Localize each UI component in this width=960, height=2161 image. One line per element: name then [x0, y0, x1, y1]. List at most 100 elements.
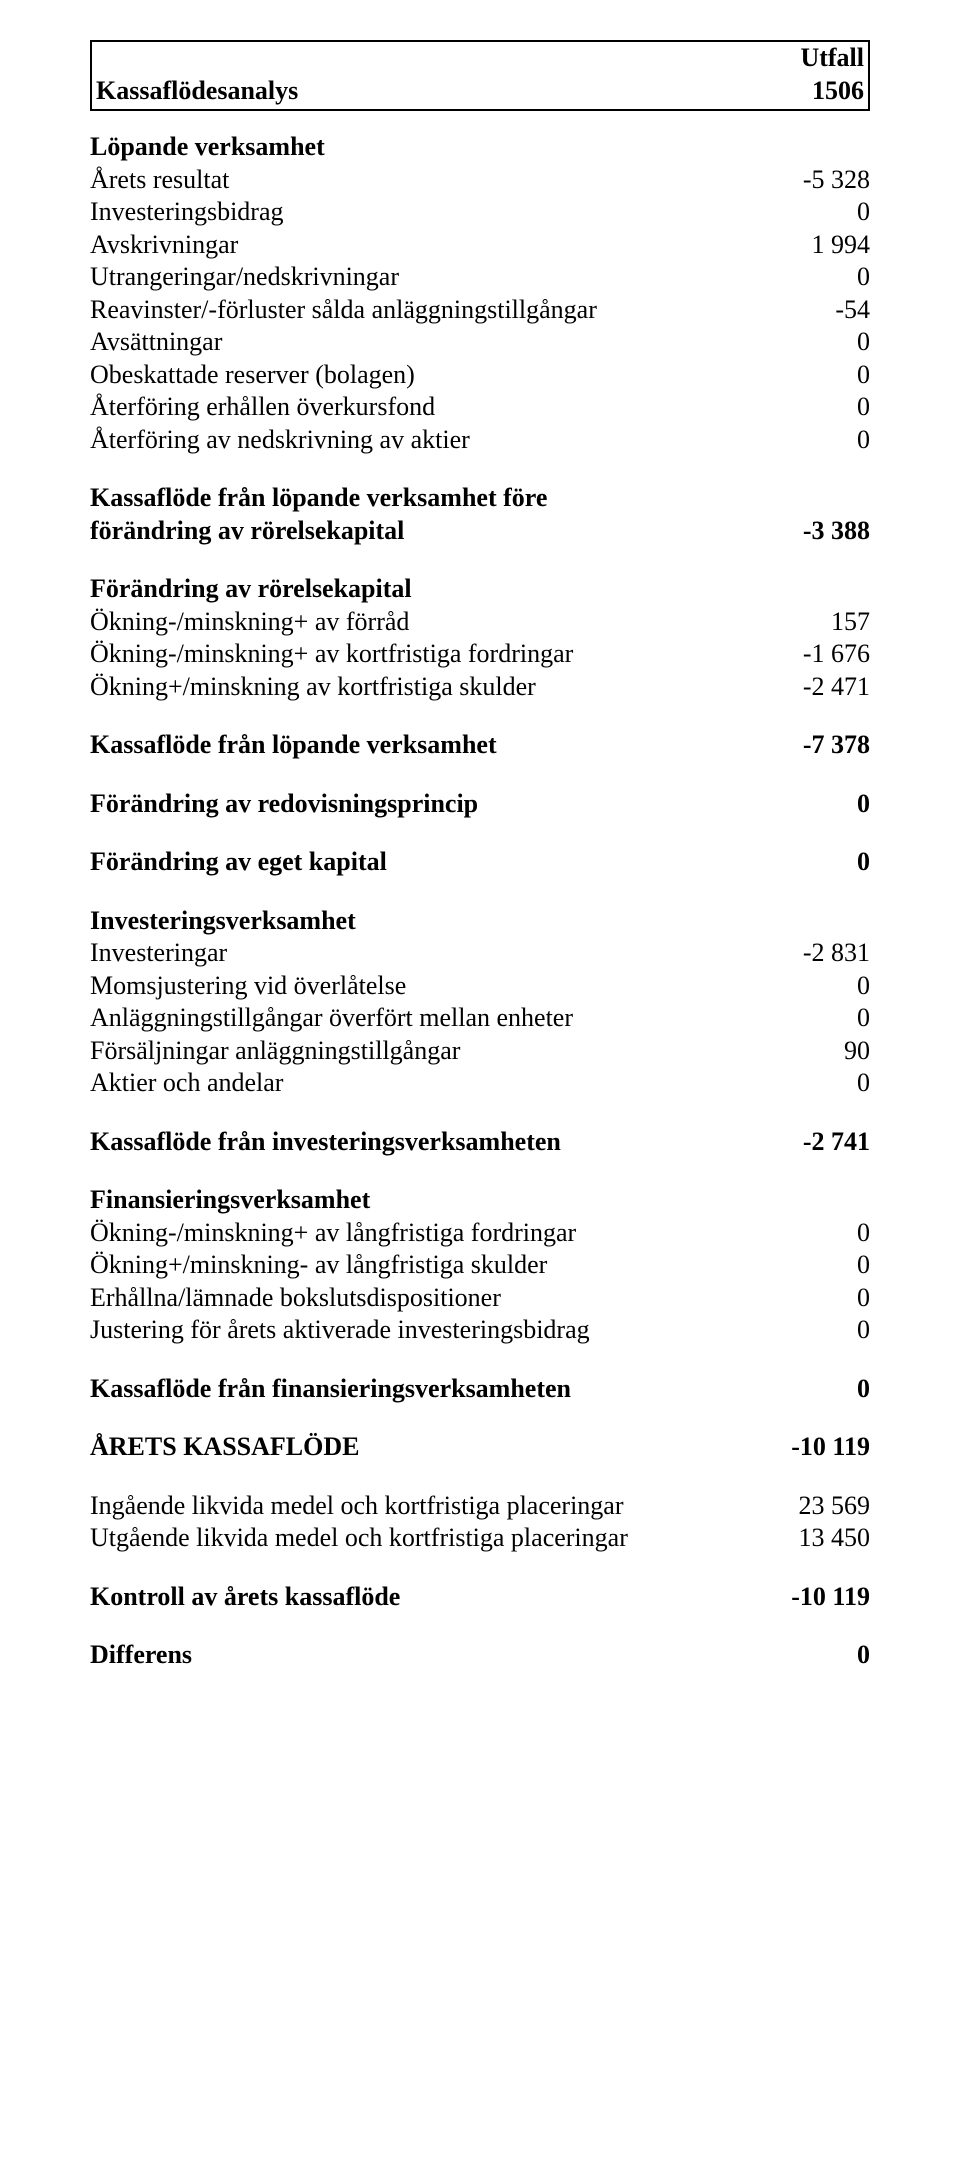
row-label: Reavinster/-förluster sålda anläggningst… — [90, 294, 835, 327]
table-row: Investeringar-2 831 — [90, 937, 870, 970]
row-value: 23 569 — [799, 1490, 871, 1523]
subtotal-label: Differens — [90, 1639, 857, 1672]
row-label: Utrangeringar/nedskrivningar — [90, 261, 857, 294]
table-row: Justering för årets aktiverade investeri… — [90, 1314, 870, 1347]
row-label: Investeringsbidrag — [90, 196, 857, 229]
section-heading: Löpande verksamhet — [90, 131, 870, 164]
table-row: Reavinster/-förluster sålda anläggningst… — [90, 294, 870, 327]
table-row: Ökning+/minskning av kortfristiga skulde… — [90, 671, 870, 704]
subtotal-value: 0 — [857, 1373, 870, 1406]
row-label: Återföring erhållen överkursfond — [90, 391, 857, 424]
subtotal-label-line1: Kassaflöde från löpande verksamhet före — [90, 482, 870, 515]
table-row: Avskrivningar1 994 — [90, 229, 870, 262]
row-value: 0 — [857, 424, 870, 457]
table-row: Obeskattade reserver (bolagen)0 — [90, 359, 870, 392]
table-row: Ökning-/minskning+ av långfristiga fordr… — [90, 1217, 870, 1250]
subtotal-value: -10 119 — [791, 1581, 870, 1614]
row-label: Årets resultat — [90, 164, 803, 197]
table-row: Ökning-/minskning+ av kortfristiga fordr… — [90, 638, 870, 671]
row-label: Erhållna/lämnade bokslutsdispositioner — [90, 1282, 857, 1315]
row-label: Anläggningstillgångar överfört mellan en… — [90, 1002, 857, 1035]
subtotal-row: förändring av rörelsekapital -3 388 — [90, 515, 870, 548]
row-value: 1 994 — [812, 229, 871, 262]
subtotal-row: Kassaflöde från investeringsverksamheten… — [90, 1126, 870, 1159]
subtotal-row: Förändring av eget kapital0 — [90, 846, 870, 879]
row-label: Investeringar — [90, 937, 803, 970]
row-label: Återföring av nedskrivning av aktier — [90, 424, 857, 457]
subtotal-label: Kassaflöde från investeringsverksamheten — [90, 1126, 803, 1159]
table-row: Anläggningstillgångar överfört mellan en… — [90, 1002, 870, 1035]
row-label: Momsjustering vid överlåtelse — [90, 970, 857, 1003]
row-label: Ökning+/minskning av kortfristiga skulde… — [90, 671, 803, 704]
subtotal-label: Kontroll av årets kassaflöde — [90, 1581, 791, 1614]
header-box: Utfall Kassaflödesanalys 1506 — [90, 40, 870, 111]
total-row: ÅRETS KASSAFLÖDE-10 119 — [90, 1431, 870, 1464]
subtotal-row: Differens0 — [90, 1639, 870, 1672]
row-value: 13 450 — [799, 1522, 871, 1555]
row-label: Aktier och andelar — [90, 1067, 857, 1100]
table-row: Ökning-/minskning+ av förråd157 — [90, 606, 870, 639]
row-value: -1 676 — [803, 638, 870, 671]
subtotal-row: Kontroll av årets kassaflöde-10 119 — [90, 1581, 870, 1614]
row-value: 0 — [857, 1002, 870, 1035]
subtotal-value: -3 388 — [803, 515, 870, 548]
row-label: Försäljningar anläggningstillgångar — [90, 1035, 844, 1068]
subtotal-row: Förändring av redovisningsprincip0 — [90, 788, 870, 821]
row-label: Avskrivningar — [90, 229, 812, 262]
header-right-label: Utfall — [800, 42, 864, 75]
section-heading: Investeringsverksamhet — [90, 905, 870, 938]
row-label: Ökning-/minskning+ av förråd — [90, 606, 831, 639]
row-label: Utgående likvida medel och kortfristiga … — [90, 1522, 799, 1555]
row-value: -2 471 — [803, 671, 870, 704]
subtotal-label: Kassaflöde från finansieringsverksamhete… — [90, 1373, 857, 1406]
row-label: Ökning-/minskning+ av kortfristiga fordr… — [90, 638, 803, 671]
table-row: Aktier och andelar0 — [90, 1067, 870, 1100]
subtotal-value: -7 378 — [803, 729, 870, 762]
row-label: Avsättningar — [90, 326, 857, 359]
subtotal-label: Kassaflöde från löpande verksamhet — [90, 729, 803, 762]
row-value: -54 — [835, 294, 870, 327]
table-row: Årets resultat-5 328 — [90, 164, 870, 197]
row-value: 0 — [857, 391, 870, 424]
row-value: -5 328 — [803, 164, 870, 197]
table-row: Återföring av nedskrivning av aktier0 — [90, 424, 870, 457]
table-row: Erhållna/lämnade bokslutsdispositioner0 — [90, 1282, 870, 1315]
row-value: 0 — [857, 1217, 870, 1250]
row-value: -2 831 — [803, 937, 870, 970]
table-row: Avsättningar0 — [90, 326, 870, 359]
row-label: Obeskattade reserver (bolagen) — [90, 359, 857, 392]
row-value: 0 — [857, 326, 870, 359]
row-label: Ökning+/minskning- av långfristiga skuld… — [90, 1249, 857, 1282]
row-value: 0 — [857, 196, 870, 229]
row-value: 90 — [844, 1035, 870, 1068]
table-row: Ingående likvida medel och kortfristiga … — [90, 1490, 870, 1523]
table-row: Återföring erhållen överkursfond0 — [90, 391, 870, 424]
header-title: Kassaflödesanalys — [96, 75, 812, 108]
row-value: 0 — [857, 970, 870, 1003]
subtotal-label: Förändring av eget kapital — [90, 846, 857, 879]
table-row: Utgående likvida medel och kortfristiga … — [90, 1522, 870, 1555]
subtotal-row: Kassaflöde från finansieringsverksamhete… — [90, 1373, 870, 1406]
table-row: Momsjustering vid överlåtelse0 — [90, 970, 870, 1003]
row-label: Ökning-/minskning+ av långfristiga fordr… — [90, 1217, 857, 1250]
row-label: Ingående likvida medel och kortfristiga … — [90, 1490, 799, 1523]
row-value: 157 — [831, 606, 870, 639]
subtotal-value: 0 — [857, 788, 870, 821]
total-value: -10 119 — [791, 1431, 870, 1464]
subtotal-label: Förändring av redovisningsprincip — [90, 788, 857, 821]
row-value: 0 — [857, 261, 870, 294]
row-value: 0 — [857, 359, 870, 392]
table-row: Investeringsbidrag0 — [90, 196, 870, 229]
row-label: Justering för årets aktiverade investeri… — [90, 1314, 857, 1347]
row-value: 0 — [857, 1067, 870, 1100]
table-row: Försäljningar anläggningstillgångar90 — [90, 1035, 870, 1068]
row-value: 0 — [857, 1282, 870, 1315]
table-row: Ökning+/minskning- av långfristiga skuld… — [90, 1249, 870, 1282]
subtotal-row: Kassaflöde från löpande verksamhet-7 378 — [90, 729, 870, 762]
subtotal-value: -2 741 — [803, 1126, 870, 1159]
subtotal-value: 0 — [857, 846, 870, 879]
row-value: 0 — [857, 1314, 870, 1347]
section-heading: Finansieringsverksamhet — [90, 1184, 870, 1217]
total-label: ÅRETS KASSAFLÖDE — [90, 1431, 791, 1464]
header-period: 1506 — [812, 75, 864, 108]
